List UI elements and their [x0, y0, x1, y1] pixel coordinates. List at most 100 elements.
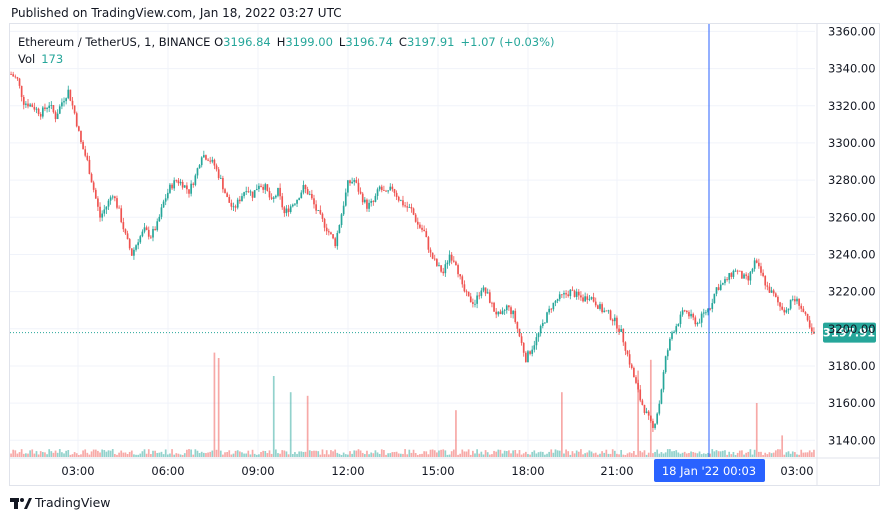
- volume-bar: [654, 451, 656, 457]
- volume-bar: [736, 452, 739, 457]
- volume-bar: [529, 454, 531, 457]
- volume-bar: [544, 454, 546, 457]
- volume-bar: [524, 451, 527, 457]
- candle-body: [408, 207, 411, 208]
- volume-bar: [514, 450, 517, 457]
- symbol-label[interactable]: Ethereum / TetherUS, 1, BINANCE: [18, 35, 211, 49]
- candle-body: [658, 403, 661, 414]
- candle-body: [332, 234, 334, 239]
- candle-body: [480, 290, 483, 296]
- volume-bar: [27, 453, 29, 457]
- candles: [10, 71, 815, 433]
- candle-body: [798, 298, 800, 306]
- candle-body: [681, 310, 684, 315]
- candle-body: [143, 227, 146, 232]
- volume-bar: [97, 450, 99, 457]
- volume-bar: [194, 449, 197, 457]
- candle-body: [247, 191, 250, 193]
- volume-bar: [484, 450, 487, 457]
- candle-body: [711, 303, 714, 310]
- footer-brand[interactable]: TradingView: [10, 495, 111, 510]
- volume-bar: [31, 449, 34, 457]
- volume-bar: [599, 453, 601, 457]
- candle-body: [448, 254, 451, 263]
- candle-body: [766, 285, 769, 287]
- volume-bar: [39, 451, 42, 457]
- candle-body: [813, 331, 815, 334]
- candle-body: [783, 309, 786, 313]
- volume-bar: [111, 449, 114, 457]
- candle-body: [188, 189, 190, 194]
- volume-bar: [622, 454, 625, 457]
- volume-bar: [633, 450, 635, 457]
- candle-body: [118, 207, 120, 209]
- volume-bar: [501, 453, 504, 457]
- volume-bar: [406, 454, 409, 457]
- volume-bar: [673, 450, 675, 457]
- candle-body: [109, 197, 112, 201]
- volume-bar: [48, 449, 51, 457]
- volume-bar: [573, 453, 576, 457]
- volume-bar: [522, 453, 525, 457]
- candle-body: [722, 283, 724, 285]
- volume-bar: [444, 450, 447, 457]
- candle-body: [791, 299, 794, 300]
- candle-body: [781, 306, 784, 310]
- volume-bar: [561, 392, 563, 457]
- candle-body: [431, 252, 434, 259]
- volume-bar: [658, 453, 661, 457]
- volume-bar: [166, 454, 169, 457]
- candle-body: [94, 189, 97, 199]
- volume-bar: [698, 451, 701, 457]
- candle-body: [164, 198, 167, 202]
- candle-body: [183, 185, 186, 188]
- candle-body: [412, 208, 415, 215]
- volume-bar: [272, 376, 275, 457]
- candle-body: [550, 308, 553, 310]
- candle-body: [613, 317, 616, 322]
- candle-body: [58, 106, 61, 114]
- candle-body: [429, 249, 432, 253]
- candle-body: [584, 296, 586, 302]
- volume-bar: [749, 449, 752, 457]
- volume-bar: [124, 452, 127, 457]
- candle-body: [741, 271, 743, 279]
- candle-body: [296, 199, 298, 204]
- chart-legend: Ethereum / TetherUS, 1, BINANCE O3196.84…: [18, 34, 561, 68]
- candle-body: [63, 101, 65, 103]
- candle-body: [323, 218, 326, 228]
- candle-body: [406, 206, 409, 208]
- candle-body: [592, 297, 595, 302]
- volume-bar: [372, 453, 375, 457]
- candle-body: [637, 382, 639, 390]
- x-tick-label: 06:00: [151, 464, 184, 478]
- volume-bar: [770, 453, 773, 457]
- candle-body: [726, 279, 728, 280]
- candle-body: [219, 178, 222, 179]
- volume-bar: [423, 451, 425, 457]
- candle-body: [696, 322, 699, 325]
- volume-bar: [126, 454, 129, 457]
- candle-body: [300, 192, 303, 199]
- volume-bar: [671, 451, 673, 457]
- candle-body: [751, 268, 754, 272]
- volume-bar: [431, 449, 434, 457]
- candle-body: [73, 105, 76, 114]
- candle-body: [308, 193, 311, 195]
- candle-body: [643, 404, 646, 413]
- volume-bar: [597, 454, 599, 457]
- volume-bar: [82, 450, 84, 457]
- y-tick-label: 3220.00: [828, 285, 876, 299]
- volume-bar: [230, 454, 233, 457]
- volume-bar: [768, 452, 771, 457]
- volume-bar: [397, 453, 400, 457]
- volume-bar: [275, 449, 277, 457]
- volume-bar: [438, 450, 440, 457]
- candle-body: [215, 165, 218, 170]
- candle-body: [181, 181, 184, 188]
- volume-bar: [88, 454, 91, 457]
- candle-body: [260, 185, 262, 187]
- brand-name: TradingView: [35, 495, 111, 510]
- volume-bar: [495, 451, 498, 457]
